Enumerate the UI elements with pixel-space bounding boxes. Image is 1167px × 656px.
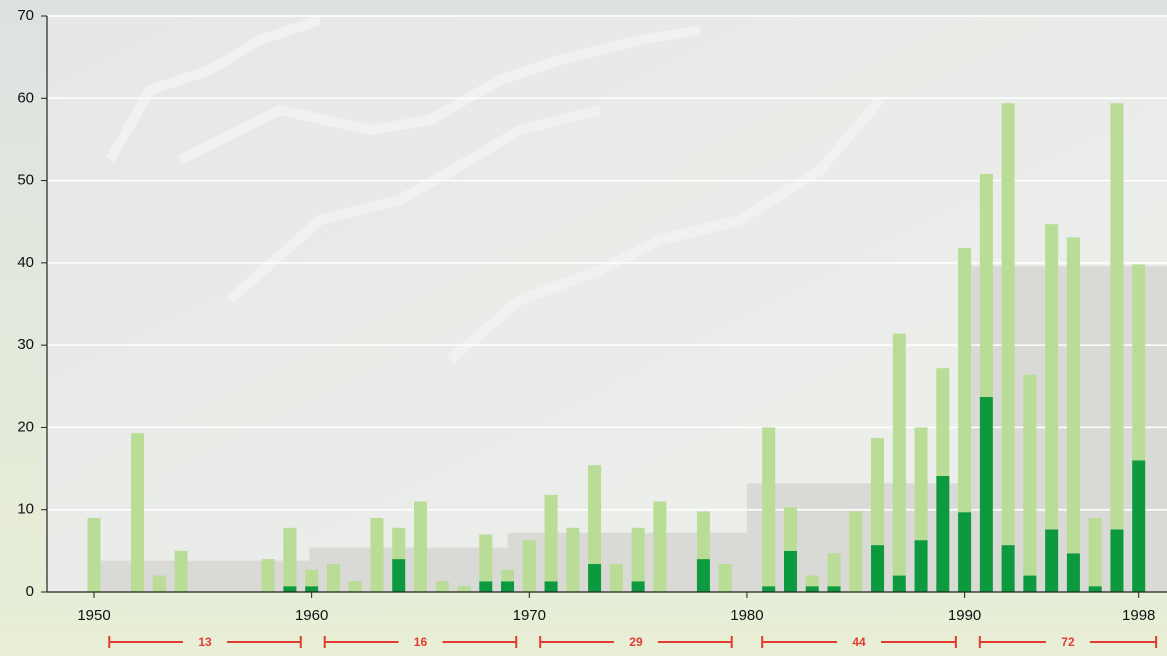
bar-segment <box>479 534 493 582</box>
bar-segment <box>979 173 993 397</box>
y-tick-label: 70 <box>17 7 34 24</box>
bar-segment <box>283 527 297 587</box>
bar-segment <box>1066 553 1080 592</box>
bar-segment <box>783 507 797 551</box>
average-step <box>507 532 747 592</box>
bar-segment <box>914 427 928 541</box>
bar-segment <box>1110 103 1124 530</box>
bar-segment <box>1023 374 1037 576</box>
x-tick-label: 1950 <box>77 607 110 624</box>
bar-segment <box>849 511 863 592</box>
bar-segment <box>696 511 710 560</box>
bar-segment <box>936 368 950 476</box>
bracket-label: 44 <box>852 635 866 649</box>
bar-segment <box>958 512 972 592</box>
bar-segment <box>152 575 166 592</box>
bar-segment <box>261 559 275 592</box>
bar-segment <box>827 553 841 587</box>
bar-segment <box>87 517 101 592</box>
bar-segment <box>979 396 993 592</box>
bar-segment <box>827 586 841 592</box>
bar-segment <box>305 586 319 592</box>
y-tick-label: 10 <box>17 501 34 518</box>
bar-segment <box>631 581 645 592</box>
bar-segment <box>370 517 384 592</box>
bar-segment <box>283 586 297 592</box>
x-tick-label: 1970 <box>513 607 546 624</box>
bar-segment <box>696 559 710 592</box>
bar-segment <box>566 527 580 592</box>
bar-segment <box>348 581 362 592</box>
bar-segment <box>914 540 928 592</box>
bar-segment <box>435 581 449 592</box>
bar-segment <box>522 540 536 592</box>
bar-segment <box>174 550 188 592</box>
y-tick-label: 60 <box>17 89 34 106</box>
bar-segment <box>413 501 427 592</box>
bar-segment <box>892 333 906 576</box>
y-tick-label: 40 <box>17 254 34 271</box>
bar-segment <box>392 527 406 560</box>
y-tick-label: 30 <box>17 336 34 353</box>
bracket-label: 13 <box>198 635 212 649</box>
bracket-label: 72 <box>1061 635 1075 649</box>
bar-segment <box>892 575 906 592</box>
x-tick-label: 1990 <box>948 607 981 624</box>
bar-segment <box>544 581 558 592</box>
bar-segment <box>718 564 732 592</box>
bar-segment <box>805 575 819 587</box>
x-tick-label: 1980 <box>730 607 763 624</box>
bar-segment <box>958 248 972 513</box>
bar-segment <box>1132 460 1146 592</box>
bar-segment <box>783 550 797 592</box>
bar-segment <box>392 559 406 592</box>
bar-segment <box>1088 517 1102 587</box>
bracket-label: 16 <box>414 635 428 649</box>
bar-segment <box>131 433 145 592</box>
y-tick-label: 0 <box>26 583 34 600</box>
bar-segment <box>631 527 645 582</box>
bar-segment <box>588 465 602 565</box>
bar-segment <box>1001 103 1015 546</box>
bar-segment <box>326 564 340 592</box>
bar-segment <box>1045 224 1059 530</box>
bar-segment <box>1110 529 1124 592</box>
bar-segment <box>1066 237 1080 554</box>
bar-segment <box>544 494 558 582</box>
bar-segment <box>479 581 493 592</box>
bar-segment <box>457 586 471 592</box>
bar-segment <box>609 564 623 592</box>
bar-segment <box>762 427 776 587</box>
y-tick-label: 20 <box>17 418 34 435</box>
bracket-label: 29 <box>629 635 643 649</box>
bar-segment <box>1088 586 1102 592</box>
bar-segment <box>1045 529 1059 592</box>
bar-segment <box>653 501 667 592</box>
bar-segment <box>762 586 776 592</box>
bar-segment <box>936 475 950 592</box>
bar-segment <box>1132 264 1146 461</box>
lightning-decoration <box>105 15 884 364</box>
bar-segment <box>805 586 819 592</box>
x-tick-label: 1960 <box>295 607 328 624</box>
bar-segment <box>871 545 885 592</box>
bar-segment <box>305 569 319 587</box>
bar-segment <box>588 564 602 592</box>
bar-segment <box>501 569 515 582</box>
bar-segment <box>1001 545 1015 592</box>
y-tick-label: 50 <box>17 172 34 189</box>
bar-segment <box>501 581 515 592</box>
average-step <box>309 547 508 592</box>
bar-segment <box>1023 575 1037 592</box>
x-tick-label: 1998 <box>1122 607 1155 624</box>
bar-segment <box>871 438 885 546</box>
